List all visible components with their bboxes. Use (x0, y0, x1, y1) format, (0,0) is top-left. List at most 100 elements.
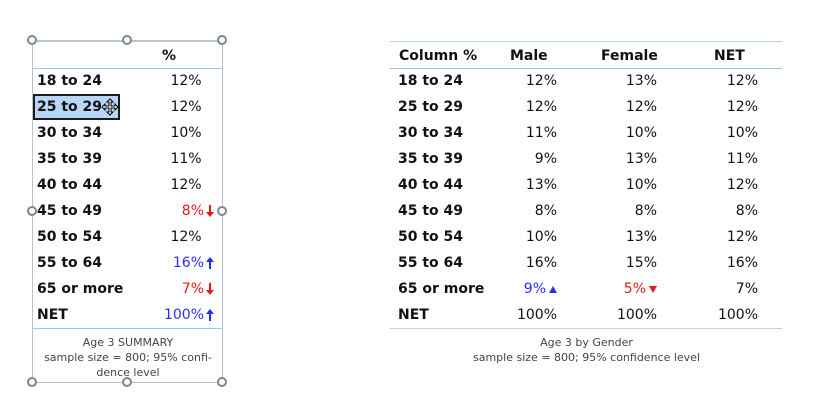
row-value: 12% (170, 229, 202, 245)
right-table-header-divider (390, 68, 782, 69)
row-value: 12% (170, 177, 202, 193)
row-label: 30 to 34 (398, 125, 464, 141)
left-table-row[interactable]: 55 to 64 16% (33, 250, 222, 276)
resize-handle-middle-left[interactable] (27, 206, 37, 216)
male-value: 9% (534, 151, 557, 167)
resize-handle-top-right[interactable] (217, 35, 227, 45)
row-label: 45 to 49 (37, 203, 103, 219)
row-value: 8% (181, 203, 204, 219)
row-value-with-indicator: 7% (159, 276, 214, 302)
row-label: 35 to 39 (398, 151, 464, 167)
right-table-row[interactable]: 65 or more 9% 5% 7% (390, 276, 782, 302)
row-label: 25 to 29 (398, 99, 464, 115)
row-label: 18 to 24 (37, 73, 103, 89)
right-table-row[interactable]: 55 to 64 16% 15% 16% (390, 250, 782, 276)
male-value: 11% (525, 125, 557, 141)
net-value: 12% (726, 177, 758, 193)
resize-handle-top-left[interactable] (27, 35, 37, 45)
right-table-row[interactable]: 30 to 34 11% 10% 10% (390, 120, 782, 146)
row-label: 65 or more (398, 281, 485, 297)
female-value: 10% (625, 125, 657, 141)
right-table-row[interactable]: 18 to 24 12% 13% 12% (390, 68, 782, 94)
up-triangle-icon (549, 285, 557, 293)
row-value-with-indicator: 8% (159, 198, 214, 224)
net-value: 8% (735, 203, 758, 219)
female-value: 100% (616, 307, 657, 323)
resize-handle-bottom-right[interactable] (217, 377, 227, 387)
row-label: 45 to 49 (398, 203, 464, 219)
row-value-with-indicator: 16% (159, 250, 214, 276)
female-value: 12% (625, 99, 657, 115)
row-value: 11% (170, 151, 202, 167)
left-table-row[interactable]: 40 to 44 12% (33, 172, 222, 198)
right-table-row[interactable]: 50 to 54 10% 13% 12% (390, 224, 782, 250)
male-value-with-indicator: 9% (505, 276, 557, 302)
right-table-header-net: NET (714, 48, 745, 64)
row-value: 10% (170, 125, 202, 141)
row-label: NET (37, 307, 68, 323)
right-table-row[interactable]: NET 100% 100% 100% (390, 302, 782, 328)
row-value: 100% (163, 307, 204, 323)
right-table-bottom-border (390, 328, 782, 329)
row-label: NET (398, 307, 429, 323)
male-value: 12% (525, 99, 557, 115)
female-value: 8% (634, 203, 657, 219)
up-arrow-icon (206, 309, 214, 321)
male-value: 8% (534, 203, 557, 219)
left-table-row[interactable]: 45 to 49 8% (33, 198, 222, 224)
resize-handle-bottom-middle[interactable] (122, 377, 132, 387)
row-label: 65 or more (37, 281, 124, 297)
female-value: 13% (625, 151, 657, 167)
resize-handle-middle-right[interactable] (217, 206, 227, 216)
male-value: 13% (525, 177, 557, 193)
row-label: 55 to 64 (37, 255, 103, 271)
left-table-row[interactable]: 50 to 54 12% (33, 224, 222, 250)
right-table-row[interactable]: 45 to 49 8% 8% 8% (390, 198, 782, 224)
caption-line: dence level (96, 366, 160, 379)
net-value: 7% (735, 281, 758, 297)
right-table-row[interactable]: 35 to 39 9% 13% 11% (390, 146, 782, 172)
left-table-footer-divider (33, 328, 222, 329)
right-table-header-column-percent: Column % (399, 48, 478, 64)
left-table-row[interactable]: 35 to 39 11% (33, 146, 222, 172)
male-value: 16% (525, 255, 557, 271)
net-value: 12% (726, 99, 758, 115)
female-value: 5% (623, 281, 646, 297)
right-table-caption: Age 3 by Gender sample size = 800; 95% c… (455, 335, 718, 365)
left-table-row[interactable]: 18 to 24 12% (33, 68, 222, 94)
up-arrow-icon (206, 257, 214, 269)
net-value: 12% (726, 73, 758, 89)
left-table-header-divider (33, 68, 222, 69)
male-value: 12% (525, 73, 557, 89)
row-label: 30 to 34 (37, 125, 103, 141)
resize-handle-top-middle[interactable] (122, 35, 132, 45)
female-value: 10% (625, 177, 657, 193)
row-label: 55 to 64 (398, 255, 464, 271)
net-value: 100% (717, 307, 758, 323)
row-value: 16% (172, 255, 204, 271)
left-table-row[interactable]: NET 100% (33, 302, 222, 328)
female-value: 15% (625, 255, 657, 271)
left-table-row[interactable]: 25 to 29 12% (33, 94, 222, 120)
row-label: 40 to 44 (37, 177, 103, 193)
caption-title: Age 3 by Gender (540, 336, 633, 349)
left-table-row[interactable]: 65 or more 7% (33, 276, 222, 302)
row-label: 40 to 44 (398, 177, 464, 193)
right-table-row[interactable]: 40 to 44 13% 10% 12% (390, 172, 782, 198)
net-value: 16% (726, 255, 758, 271)
female-value: 13% (625, 229, 657, 245)
right-table-row[interactable]: 25 to 29 12% 12% 12% (390, 94, 782, 120)
row-value: 12% (170, 99, 202, 115)
male-value: 9% (523, 281, 546, 297)
left-table-column-header: % (161, 48, 177, 64)
male-value: 10% (525, 229, 557, 245)
right-table-header-male: Male (510, 48, 548, 64)
right-table-top-border (390, 41, 782, 42)
left-table-row[interactable]: 30 to 34 10% (33, 120, 222, 146)
caption-line: sample size = 800; 95% confidence level (472, 351, 701, 364)
row-label-selected: 25 to 29 (37, 99, 103, 115)
net-value: 12% (726, 229, 758, 245)
row-label: 50 to 54 (398, 229, 464, 245)
row-value-with-indicator: 100% (159, 302, 214, 328)
resize-handle-bottom-left[interactable] (27, 377, 37, 387)
